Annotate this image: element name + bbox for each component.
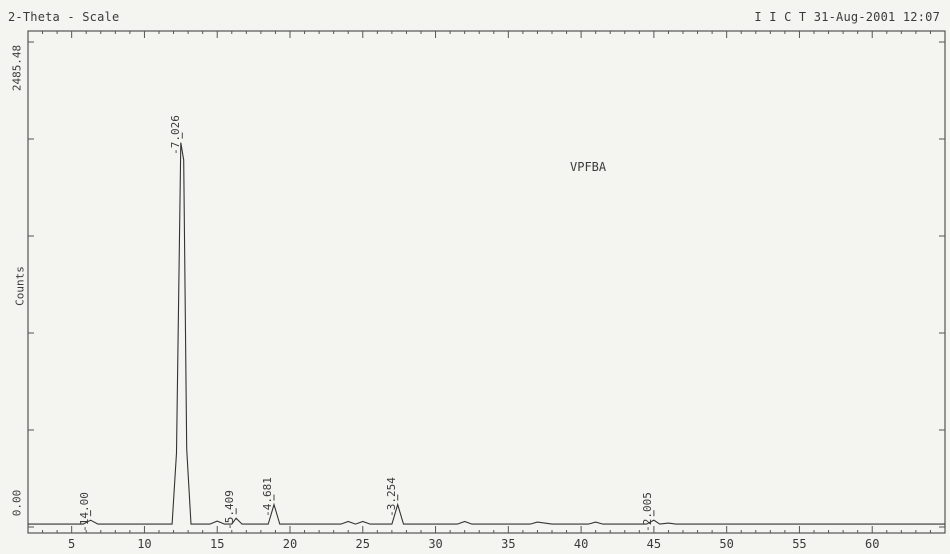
x-tick-label: 50 <box>719 537 734 551</box>
plot-frame <box>27 30 946 534</box>
x-tick-label: 60 <box>864 537 880 551</box>
x-tick-label: 35 <box>501 537 516 551</box>
x-tick-label: 45 <box>646 537 662 551</box>
x-tick-label: 15 <box>209 537 225 551</box>
x-tick-label: 30 <box>428 537 443 551</box>
peak-label: -4.681 <box>260 476 274 517</box>
peak-label: -14.00 <box>77 492 91 533</box>
peak-label: -5.409 <box>223 490 237 531</box>
tick-marks <box>27 31 946 533</box>
peak-label: -3.254 <box>384 476 398 517</box>
x-tick-label: 10 <box>137 537 152 551</box>
peak-label: -2.005 <box>640 492 654 533</box>
peak-markers <box>90 132 655 517</box>
peak-label: -7.026 <box>169 114 183 155</box>
x-tick-label: 25 <box>355 537 370 551</box>
x-tick-label: 40 <box>573 537 589 551</box>
y-axis-label: Counts <box>13 266 27 306</box>
x-tick-label: 20 <box>282 537 298 551</box>
diffraction-trace <box>28 142 945 525</box>
y-min-label: 0.00 <box>10 489 24 517</box>
instrument-date-header: I I C T 31-Aug-2001 12:07 <box>754 10 940 24</box>
x-tick-label: 55 <box>792 537 807 551</box>
x-tick-label: 5 <box>68 537 76 551</box>
scale-header: 2-Theta - Scale <box>8 10 120 24</box>
y-max-label: 2485.48 <box>10 44 24 92</box>
sample-label: VPFBA <box>570 160 607 174</box>
